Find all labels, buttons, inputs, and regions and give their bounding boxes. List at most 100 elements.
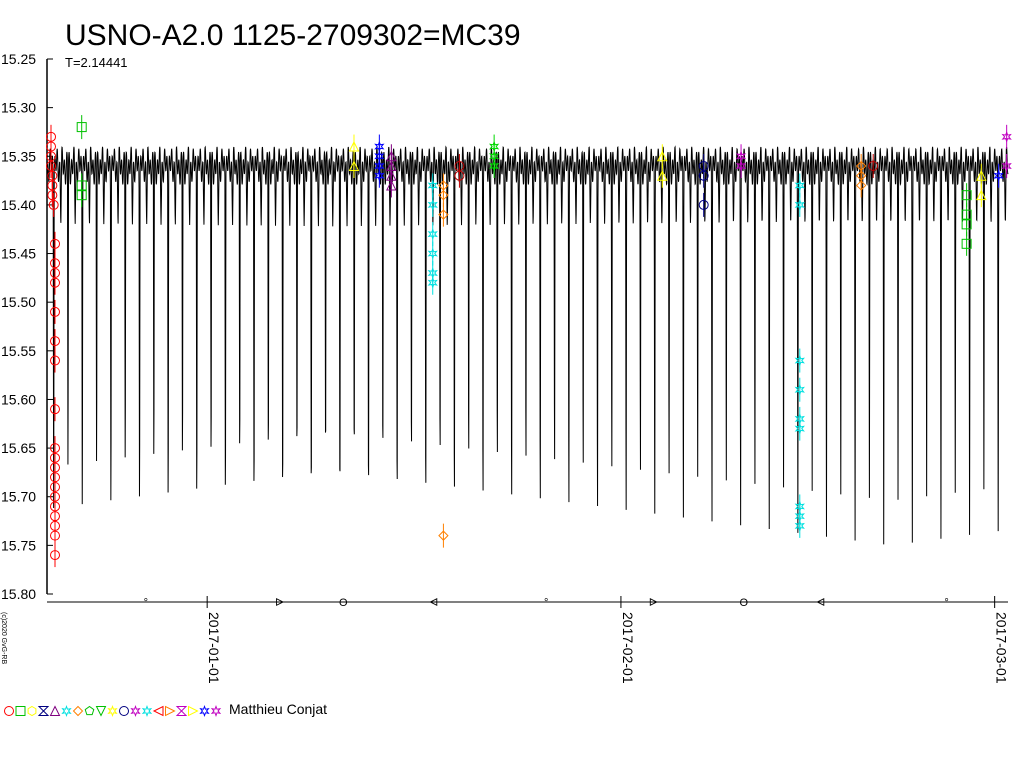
legend-marker: [84, 705, 95, 716]
epoch-marker: O: [339, 597, 348, 609]
data-point: [438, 530, 449, 541]
data-point: [427, 228, 438, 241]
y-tick-label: 15.55: [1, 343, 36, 359]
legend-marker: [165, 705, 176, 717]
epoch-marker: ᐊ: [817, 597, 825, 609]
legend-marker: [119, 706, 129, 716]
legend-marker: [49, 705, 61, 716]
data-point: [50, 306, 61, 317]
legend-marker: [210, 705, 222, 717]
epoch-marker: °: [944, 597, 948, 609]
data-point: [961, 190, 972, 201]
data-point: [794, 519, 805, 532]
data-point: [47, 190, 58, 201]
observation-series: [454, 154, 879, 188]
legend-marker: [141, 705, 153, 717]
observation-series: [46, 124, 61, 568]
x-tick-label: 2017-01-01: [206, 612, 222, 684]
data-point: [50, 355, 61, 366]
copyright-label: (c)2020 GvG-RB: [0, 612, 7, 664]
data-point: [50, 336, 61, 347]
data-point: [1001, 130, 1012, 143]
data-point: [438, 189, 449, 201]
legend-marker: [4, 706, 14, 716]
y-tick-label: 15.80: [1, 586, 36, 602]
data-point: [438, 209, 449, 220]
observation-series: [438, 154, 867, 548]
observation-series: [76, 115, 972, 256]
data-point: [975, 189, 987, 201]
epoch-marker: °: [144, 597, 148, 609]
data-point: [794, 179, 805, 192]
data-point: [50, 404, 61, 415]
data-point: [50, 238, 61, 249]
legend-marker: [37, 706, 50, 716]
data-point: [794, 422, 805, 435]
observations: [46, 115, 1012, 568]
data-point: [374, 169, 385, 182]
data-point: [656, 150, 668, 162]
epoch-marker: ᐅ: [649, 597, 657, 609]
data-point: [488, 160, 500, 172]
data-point: [50, 530, 61, 541]
y-tick-label: 15.25: [1, 51, 36, 67]
data-point: [961, 219, 972, 230]
legend-marker: [15, 706, 26, 716]
data-point: [76, 190, 87, 201]
observation-series: [735, 124, 1012, 178]
legend-marker: [175, 706, 188, 716]
model-curve: [46, 145, 1009, 545]
epoch-marker: ᐊ: [430, 597, 438, 609]
data-point: [993, 169, 1004, 182]
y-axis: 15.25 15.30 15.35 15.40 15.45 15.50 15.55 15.60…: [1, 51, 53, 602]
data-point: [427, 179, 438, 192]
data-point: [656, 170, 668, 181]
epoch-marker: O: [739, 597, 748, 609]
epoch-marker: °: [544, 597, 548, 609]
data-point: [427, 276, 438, 289]
epoch-markers: ° ᐅ O ᐊ ° ᐅ O ᐊ °: [144, 597, 949, 609]
legend-marker: [199, 705, 210, 717]
data-point: [386, 179, 397, 191]
data-point: [868, 161, 879, 171]
data-point: [46, 161, 57, 171]
observation-series: [348, 134, 987, 208]
y-tick-label: 15.35: [1, 148, 36, 164]
data-point: [427, 198, 438, 211]
y-tick-label: 15.40: [1, 197, 36, 213]
data-point: [735, 160, 747, 172]
data-point: [50, 277, 61, 288]
data-point: [961, 238, 972, 249]
data-point: [698, 199, 709, 210]
data-point: [50, 550, 61, 561]
y-tick-label: 15.45: [1, 246, 36, 262]
observation-series: [374, 134, 1004, 188]
y-tick-label: 15.75: [1, 537, 36, 553]
observation-series: [386, 144, 397, 198]
data-point: [348, 140, 360, 152]
legend-marker: [72, 705, 84, 717]
epoch-marker: ᐅ: [275, 597, 283, 609]
data-point: [975, 170, 987, 181]
data-point: [794, 354, 805, 367]
y-tick-label: 15.30: [1, 100, 36, 116]
data-point: [348, 160, 360, 171]
data-point: [454, 170, 465, 181]
observation-series: [698, 154, 709, 217]
data-point: [76, 122, 87, 133]
legend-marker: [107, 705, 118, 717]
observation-series: [488, 134, 500, 178]
legend-marker: [130, 705, 141, 717]
legend-marker: [188, 705, 199, 717]
data-point: [794, 198, 805, 211]
y-tick-label: 15.60: [1, 391, 36, 407]
y-tick-label: 15.70: [1, 489, 36, 505]
x-tick-label: 2017-03-01: [994, 612, 1010, 684]
legend-marker: [27, 705, 37, 717]
data-point: [427, 247, 438, 260]
y-tick-label: 15.65: [1, 440, 36, 456]
data-point: [698, 170, 709, 181]
x-tick-label: 2017-02-01: [620, 612, 636, 684]
legend-marker: [61, 705, 72, 717]
